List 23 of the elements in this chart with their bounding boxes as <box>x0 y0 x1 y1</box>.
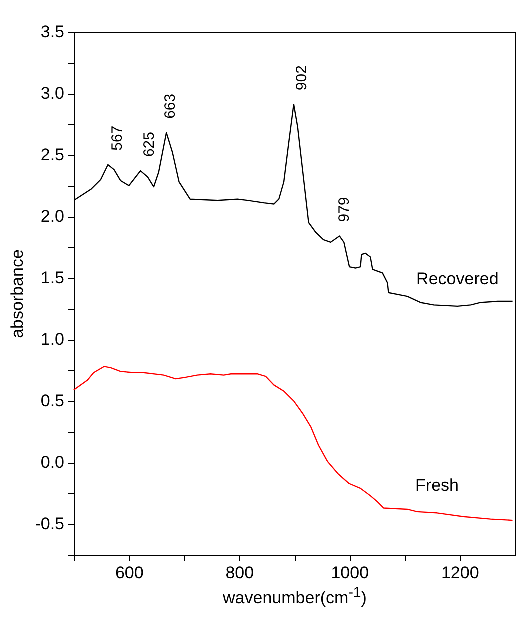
x-tick-label: 600 <box>115 564 144 582</box>
annotation: 979 <box>336 197 354 222</box>
y-tick-label: 3.5 <box>40 22 64 42</box>
x-tick-label: 1200 <box>441 564 480 582</box>
y-tick-label: 0.5 <box>40 392 64 411</box>
y-tick-label: 1.5 <box>40 268 64 288</box>
y-tick-label: 2.5 <box>40 146 64 165</box>
y-tick-label: 3.0 <box>40 84 64 104</box>
line-series <box>73 366 514 522</box>
annotation: 663 <box>162 94 179 119</box>
annotation: 625 <box>140 132 158 158</box>
x-axis-title: wavenumber(cm$^{-1}$) <box>222 584 368 608</box>
annotation: 567 <box>108 126 126 151</box>
y-tick-label: 2.0 <box>40 207 64 226</box>
y-axis-title: absorbance <box>8 250 28 338</box>
series-label: Recovered <box>416 269 499 288</box>
x-tick-label: 1000 <box>331 564 370 582</box>
y-tick-label: -0.5 <box>35 514 64 534</box>
series-label: Fresh <box>416 476 460 496</box>
y-tick-label: 0.0 <box>40 453 64 472</box>
annotation: 902 <box>294 66 311 91</box>
x-tick-label: 800 <box>226 564 254 582</box>
y-tick-label: 1.0 <box>40 330 64 350</box>
